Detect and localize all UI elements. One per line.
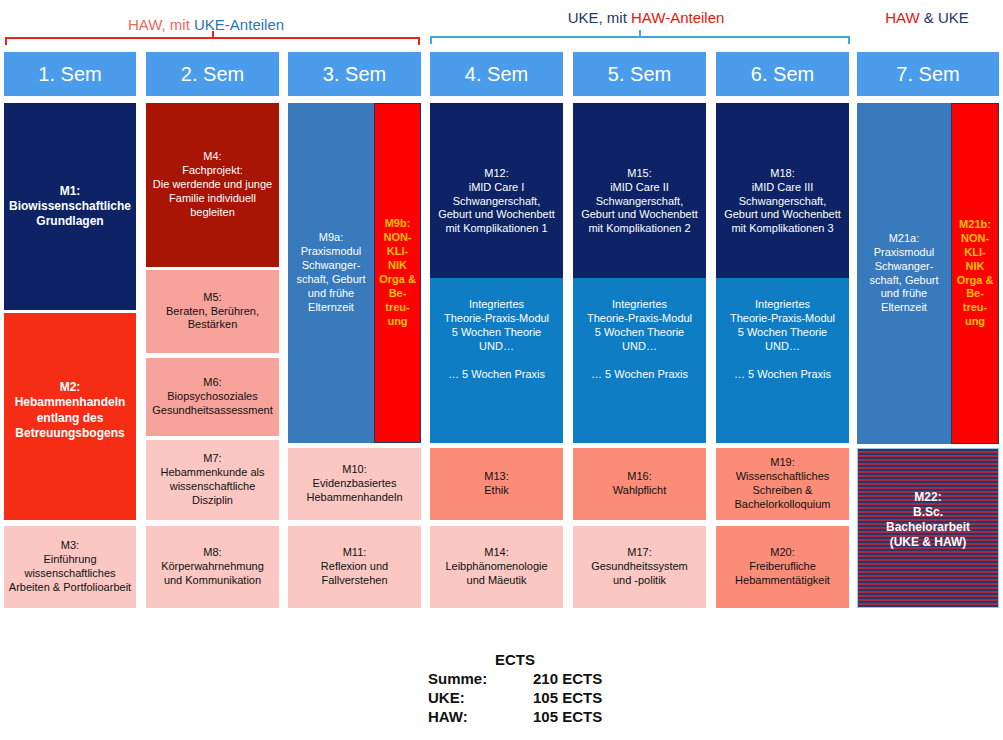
- curriculum-diagram: HAW, mit UKE-Anteilen UKE, mit HAW-Anteil…: [0, 0, 1003, 740]
- module-integ-6: Integriertes Theorie-Praxis-Modul 5 Woch…: [716, 278, 849, 443]
- bracket-end-right: [848, 36, 850, 44]
- module-m11: M11: Reflexion und Fallverstehen: [288, 526, 421, 608]
- module-m18: M18: iMID Care III Schwangerschaft, Gebu…: [716, 103, 849, 278]
- module-m21b: M21b: NON- KLI- NIK Orga & Be- treu- ung: [951, 103, 999, 444]
- module-m1: M1: Biowissenschaftliche Grundlagen: [4, 103, 136, 310]
- ects-row-value: 105 ECTS: [533, 707, 602, 726]
- module-integ-5: Integriertes Theorie-Praxis-Modul 5 Woch…: [573, 278, 706, 443]
- bracket-end-left: [430, 36, 432, 44]
- ects-row: UKE:105 ECTS: [428, 688, 602, 707]
- semester-header-3: 3. Sem: [288, 52, 421, 96]
- module-m15: M15: iMID Care II Schwangerschaft, Gebur…: [573, 103, 706, 278]
- group-label-part: HAW, mit: [128, 16, 194, 33]
- ects-row-label: UKE:: [428, 688, 533, 707]
- module-m9b: M9b: NON- KLI- NIK Orga & Be- treu- ung: [374, 103, 421, 443]
- bracket-haw-bracket: [5, 37, 420, 39]
- group-label-part: HAW-Anteilen: [631, 9, 724, 26]
- module-m13: M13: Ethik: [430, 448, 563, 520]
- bracket-end-right: [418, 37, 420, 45]
- group-label-part: & UKE: [920, 9, 969, 26]
- semester-header-2: 2. Sem: [146, 52, 279, 96]
- module-m6: M6: Biopsychosoziales Gesundheitsassessm…: [146, 358, 279, 436]
- ects-row-value: 105 ECTS: [533, 688, 602, 707]
- group-label-haw-und-uke: HAW & UKE: [842, 9, 1003, 26]
- ects-row: Summe:210 ECTS: [428, 669, 602, 688]
- semester-header-6: 6. Sem: [716, 52, 849, 96]
- module-m5: M5: Beraten, Berühren, Bestärken: [146, 270, 279, 353]
- module-m12: M12: iMID Care I Schwangerschaft, Geburt…: [430, 103, 563, 278]
- module-m7: M7: Hebammenkunde als wissenschaftliche …: [146, 440, 279, 520]
- bracket-center-nub: [639, 30, 641, 36]
- module-m8: M8: Körperwahrnehmung und Kommunikation: [146, 526, 279, 608]
- module-m4: M4: Fachprojekt: Die werdende und junge …: [146, 103, 279, 267]
- ects-table: ECTSSumme:210 ECTSUKE:105 ECTSHAW:105 EC…: [428, 650, 602, 726]
- bracket-uke-bracket: [430, 36, 850, 38]
- module-m17: M17: Gesundheitssystem und -politik: [573, 526, 706, 608]
- module-m22: M22: B.Sc. Bachelorarbeit (UKE & HAW): [857, 448, 999, 608]
- group-label-part: UKE-Anteilen: [194, 16, 284, 33]
- semester-header-7: 7. Sem: [857, 52, 999, 96]
- module-m19: M19: Wissenschaftliches Schreiben & Bach…: [716, 448, 849, 520]
- ects-row: HAW:105 ECTS: [428, 707, 602, 726]
- semester-header-4: 4. Sem: [430, 52, 563, 96]
- ects-title: ECTS: [428, 650, 602, 669]
- module-m9: M9a: Praxismodul Schwanger- schaft, Gebu…: [288, 103, 421, 443]
- group-label-part: HAW: [885, 9, 919, 26]
- bracket-center-nub: [212, 31, 214, 37]
- module-integ-4: Integriertes Theorie-Praxis-Modul 5 Woch…: [430, 278, 563, 443]
- module-m3: M3: Einführung wissenschaftliches Arbeit…: [4, 526, 136, 608]
- bracket-end-left: [5, 37, 7, 45]
- module-m21a: M21a: Praxismodul Schwanger- schaft, Geb…: [857, 103, 951, 444]
- ects-row-label: Summe:: [428, 669, 533, 688]
- module-m2: M2: Hebammenhandeln entlang des Betreuun…: [4, 313, 136, 520]
- module-m9a: M9a: Praxismodul Schwanger- schaft, Gebu…: [288, 103, 374, 443]
- module-m21: M21a: Praxismodul Schwanger- schaft, Geb…: [857, 103, 999, 444]
- ects-row-label: HAW:: [428, 707, 533, 726]
- group-label-part: UKE, mit: [568, 9, 631, 26]
- group-label-haw-mit-uke: HAW, mit UKE-Anteilen: [56, 16, 356, 33]
- module-m14: M14: Leibphänomenologie und Mäeutik: [430, 526, 563, 608]
- semester-header-1: 1. Sem: [4, 52, 136, 96]
- module-m20: M20: Freiberufliche Hebammentätigkeit: [716, 526, 849, 608]
- semester-header-5: 5. Sem: [573, 52, 706, 96]
- module-m16: M16: Wahlpflicht: [573, 448, 706, 520]
- group-label-uke-mit-haw: UKE, mit HAW-Anteilen: [496, 9, 796, 26]
- module-m10: M10: Evidenzbasiertes Hebammenhandeln: [288, 448, 421, 520]
- ects-row-value: 210 ECTS: [533, 669, 602, 688]
